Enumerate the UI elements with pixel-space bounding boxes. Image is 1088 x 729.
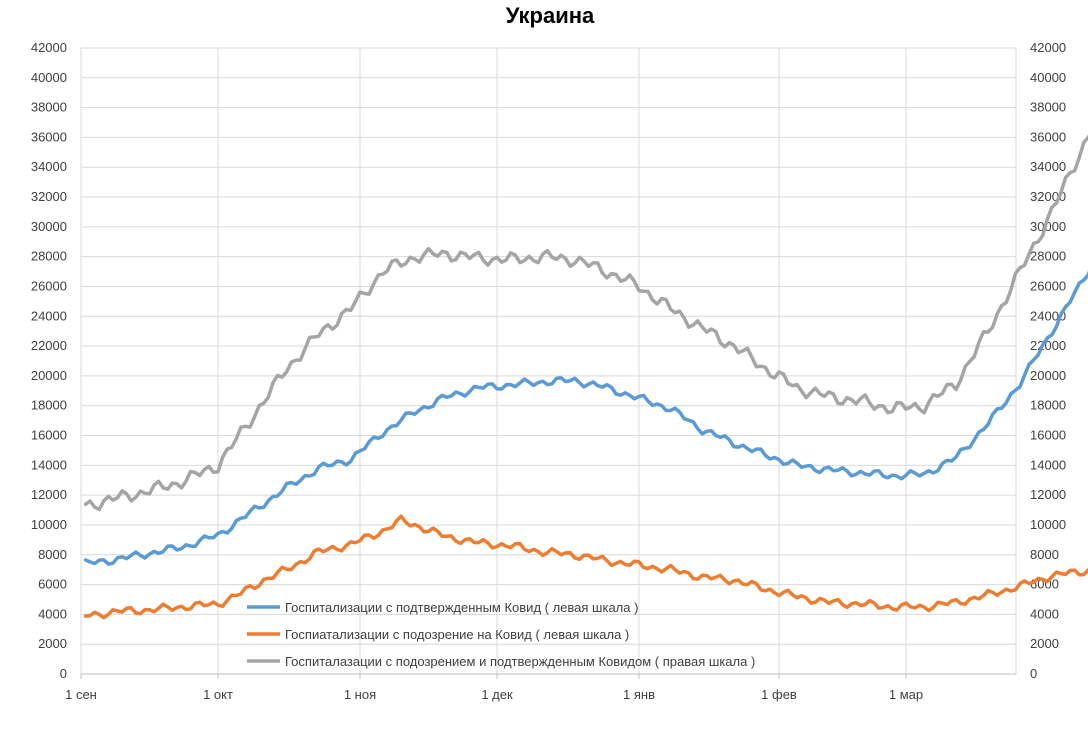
y-left-tick-label: 20000 <box>31 368 67 383</box>
y-left-tick-label: 10000 <box>31 517 67 532</box>
legend-label: Госпиталазации с подозрением и подтвержд… <box>285 654 755 669</box>
series-line-2 <box>83 514 1088 620</box>
y-right-tick-label: 34000 <box>1030 159 1066 174</box>
y-left-tick-label: 26000 <box>31 278 67 293</box>
y-right-tick-label: 0 <box>1030 666 1037 681</box>
y-left-tick-label: 32000 <box>31 189 67 204</box>
series-line-3 <box>83 134 1088 512</box>
y-left-tick-label: 12000 <box>31 487 67 502</box>
y-left-tick-label: 4000 <box>38 606 67 621</box>
y-right-tick-label: 18000 <box>1030 398 1066 413</box>
y-right-tick-label: 4000 <box>1030 606 1059 621</box>
x-tick-label: 1 янв <box>623 687 655 702</box>
chart-title: Украина <box>506 3 595 28</box>
y-left-tick-label: 8000 <box>38 547 67 562</box>
x-tick-label: 1 мар <box>889 687 923 702</box>
y-left-tick-label: 36000 <box>31 129 67 144</box>
x-tick-label: 1 дек <box>481 687 513 702</box>
legend-label: Госпиатализации с подозрение на Ковид ( … <box>285 627 629 642</box>
series-lines <box>83 134 1088 620</box>
y-right-tick-label: 22000 <box>1030 338 1066 353</box>
y-right-tick-label: 24000 <box>1030 308 1066 323</box>
y-left-tick-label: 22000 <box>31 338 67 353</box>
y-left-tick-label: 18000 <box>31 398 67 413</box>
series-line-1 <box>83 270 1088 566</box>
x-tick-label: 1 окт <box>203 687 233 702</box>
y-right-tick-label: 20000 <box>1030 368 1066 383</box>
y-left-tick-label: 0 <box>60 666 67 681</box>
y-right-tick-label: 16000 <box>1030 428 1066 443</box>
y-axis-left: 0 2000 4000 6000 8000 10000 12000 14000 16000 180… <box>31 40 67 681</box>
y-right-tick-label: 26000 <box>1030 278 1066 293</box>
legend: Госпитализации с подтвержденным Ковид ( … <box>247 600 755 669</box>
y-right-tick-label: 38000 <box>1030 100 1066 115</box>
y-right-tick-label: 8000 <box>1030 547 1059 562</box>
y-left-tick-label: 24000 <box>31 308 67 323</box>
y-axis-right: 0200040006000800010000120001400016000180… <box>1030 40 1066 681</box>
x-tick-label: 1 ноя <box>344 687 376 702</box>
y-right-tick-label: 28000 <box>1030 249 1066 264</box>
y-left-tick-label: 6000 <box>38 577 67 592</box>
y-left-tick-label: 40000 <box>31 70 67 85</box>
y-left-tick-label: 28000 <box>31 249 67 264</box>
y-right-tick-label: 42000 <box>1030 40 1066 55</box>
x-tick-label: 1 фев <box>761 687 797 702</box>
y-left-tick-label: 16000 <box>31 428 67 443</box>
y-left-tick-label: 42000 <box>31 40 67 55</box>
y-left-tick-label: 30000 <box>31 219 67 234</box>
y-left-tick-label: 34000 <box>31 159 67 174</box>
y-right-tick-label: 14000 <box>1030 457 1066 472</box>
x-tick-label: 1 сен <box>65 687 97 702</box>
y-right-tick-label: 40000 <box>1030 70 1066 85</box>
y-right-tick-label: 36000 <box>1030 129 1066 144</box>
x-axis: 1 сен 1 окт 1 ноя 1 дек 1 янв 1 фев 1 мар <box>65 673 1016 702</box>
y-right-tick-label: 30000 <box>1030 219 1066 234</box>
y-left-tick-label: 14000 <box>31 457 67 472</box>
y-left-tick-label: 2000 <box>38 636 67 651</box>
legend-label: Госпитализации с подтвержденным Ковид ( … <box>285 600 638 615</box>
y-left-tick-label: 38000 <box>31 100 67 115</box>
y-right-tick-label: 2000 <box>1030 636 1059 651</box>
y-right-tick-label: 12000 <box>1030 487 1066 502</box>
y-right-tick-label: 10000 <box>1030 517 1066 532</box>
gridlines <box>80 47 1017 674</box>
